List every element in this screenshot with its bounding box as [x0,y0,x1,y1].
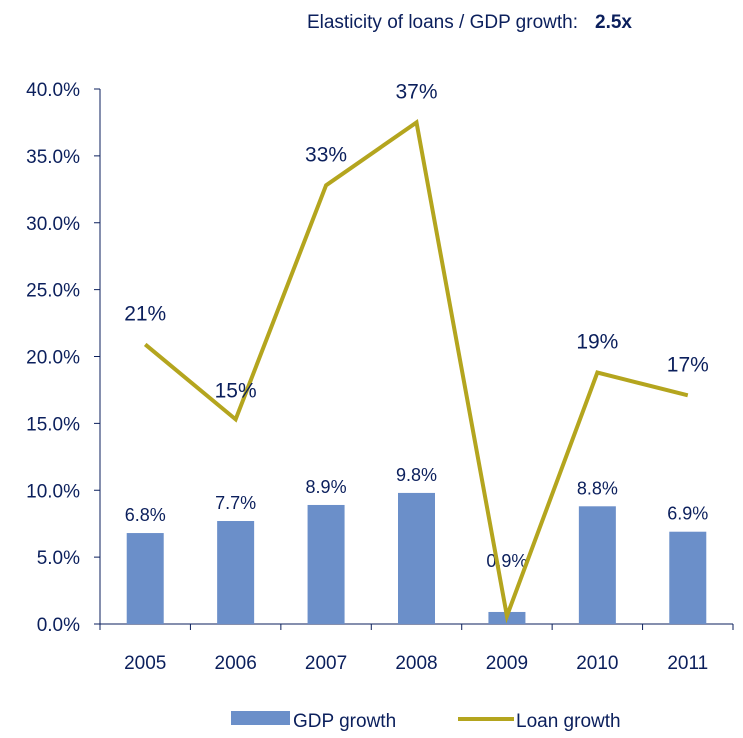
x-tick-label: 2007 [305,653,347,674]
chart-title-value: 2.5x [595,12,632,33]
gdp-bar-label: 0.9% [486,551,527,571]
gdp-bar-label: 7.7% [215,493,256,513]
y-tick-label: 5.0% [37,548,80,569]
y-tick-label: 40.0% [26,80,80,101]
gdp-bar [669,532,706,624]
x-tick-label: 2008 [395,653,437,674]
gdp-bar [579,506,616,624]
gdp-bars [127,493,707,624]
y-tick-label: 30.0% [26,214,80,235]
loan-line-label: 33% [305,143,347,166]
gdp-bar-label: 8.8% [577,478,618,498]
gdp-bar [127,533,164,624]
x-tick-label: 2006 [215,653,257,674]
x-axis: 2005 2006 2007 2008 2009 2010 2011 [100,624,733,674]
gdp-bar-label: 6.9% [667,504,708,524]
gdp-bar [398,493,435,624]
gdp-bar [217,521,254,624]
y-axis: 0.0% 5.0% 10.0% 15.0% 20.0% 25.0% 30.0% 35.0% 40… [26,80,100,636]
x-tick-label: 2009 [486,653,528,674]
gdp-bar-label: 9.8% [396,465,437,485]
gdp-bar-label: 6.8% [125,505,166,525]
legend-loan-label: Loan growth [516,711,621,732]
loan-line-label: 37% [395,80,437,103]
y-tick-label: 10.0% [26,481,80,502]
y-tick-label: 25.0% [26,281,80,302]
y-tick-label: 15.0% [26,414,80,435]
chart-title-prefix: Elasticity of loans / GDP growth: [307,12,578,33]
y-tick-label: 0.0% [37,615,80,636]
x-tick-label: 2011 [667,653,708,674]
x-tick-label: 2010 [576,653,618,674]
legend-gdp-swatch [231,711,290,725]
gdp-bar-label: 8.9% [306,477,347,497]
y-tick-label: 35.0% [26,147,80,168]
gdp-bar [308,505,345,624]
loan-line-label: 21% [124,302,166,325]
y-tick-label: 20.0% [26,348,80,369]
loan-line-label: 15% [215,379,257,402]
legend: GDP growth Loan growth [231,711,621,732]
loan-line-label: 19% [576,331,618,354]
legend-gdp-label: GDP growth [293,711,396,732]
loan-line-label: 17% [667,353,709,376]
x-tick-label: 2005 [124,653,166,674]
